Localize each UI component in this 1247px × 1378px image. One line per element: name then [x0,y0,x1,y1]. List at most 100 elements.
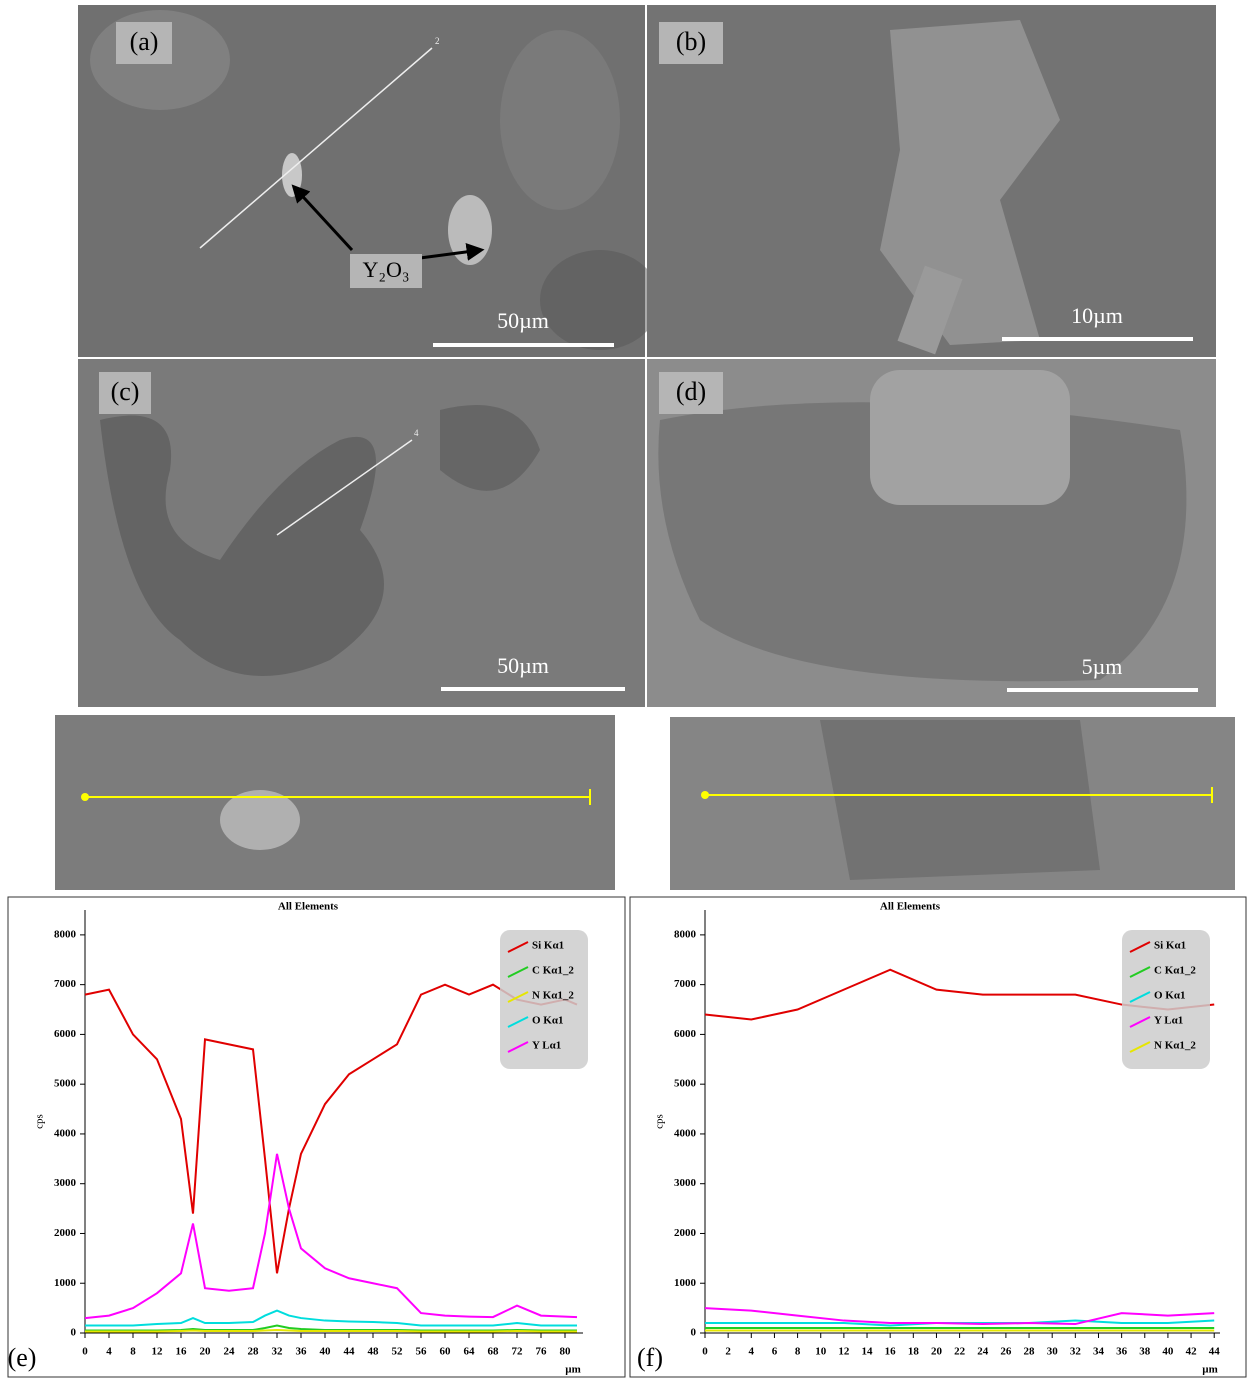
x-tick-label: 8 [795,1346,801,1358]
y-axis-label: cps [34,1114,46,1129]
legend-label: Y Lα1 [532,1040,561,1052]
page: (a) (b) (c) (d) 50µm 10µm 50µm 5µm Y₂O₃ … [0,0,1247,1378]
texture [820,720,1100,880]
x-tick-label: 34 [1093,1346,1105,1358]
x-tick-label: 80 [560,1346,572,1358]
x-tick-label: 72 [512,1346,524,1358]
x-tick-label: 2 [725,1346,731,1358]
x-tick-label: 40 [320,1346,332,1358]
scale-label: 50µm [497,308,549,333]
panel-label: (f) [637,1343,663,1372]
y-tick-label: 4000 [674,1127,697,1139]
x-tick-label: 6 [772,1346,778,1358]
scale-label: 5µm [1082,654,1123,679]
y-tick-label: 2000 [674,1227,697,1239]
y-tick-label: 4000 [54,1127,77,1139]
legend-label: N Kα1_2 [532,990,574,1002]
y-tick-label: 3000 [674,1177,697,1189]
legend-label: N Kα1_2 [1154,1040,1196,1052]
x-tick-label: 20 [931,1346,943,1358]
x-tick-label: 28 [248,1346,260,1358]
x-tick-label: 36 [1116,1346,1128,1358]
x-tick-label: 8 [130,1346,136,1358]
y-tick-label: 6000 [54,1028,77,1040]
data-line [85,1154,577,1318]
chart-title: All Elements [880,901,941,913]
scale-label: 50µm [497,653,549,678]
x-tick-label: 30 [1047,1346,1059,1358]
figure: (a) (b) (c) (d) 50µm 10µm 50µm 5µm Y₂O₃ … [0,0,1247,1378]
x-axis-label: µm [1202,1364,1218,1376]
scan-start [81,793,89,801]
x-tick-label: 42 [1186,1346,1198,1358]
x-tick-label: 52 [392,1346,404,1358]
scan-start [701,791,709,799]
x-tick-label: 14 [862,1346,874,1358]
legend-label: O Kα1 [1154,990,1186,1002]
line-label: 2 [435,36,440,46]
x-tick-label: 22 [954,1346,966,1358]
y-tick-label: 2000 [54,1227,77,1239]
texture [220,790,300,850]
x-tick-label: 40 [1162,1346,1174,1358]
x-tick-label: 68 [488,1346,500,1358]
x-tick-label: 4 [106,1346,112,1358]
texture [500,30,620,210]
y-tick-label: 1000 [54,1277,77,1289]
panel-label: (d) [676,377,706,406]
y-tick-label: 0 [691,1327,697,1339]
legend-label: C Kα1_2 [532,965,574,977]
legend-label: C Kα1_2 [1154,965,1196,977]
legend-label: Y Lα1 [1154,1015,1183,1027]
x-tick-label: 76 [536,1346,548,1358]
y-tick-label: 0 [71,1327,77,1339]
x-tick-label: 56 [416,1346,428,1358]
y-tick-label: 8000 [674,928,697,940]
panel-label: (a) [130,27,159,56]
line-label: 4 [414,428,419,438]
x-tick-label: 44 [1209,1346,1221,1358]
texture [870,370,1070,505]
annotation: Y₂O₃ [362,257,409,282]
x-tick-label: 32 [1070,1346,1082,1358]
sem-images [55,5,1235,890]
x-axis-label: µm [565,1364,581,1376]
x-tick-label: 44 [344,1346,356,1358]
y-tick-label: 1000 [674,1277,697,1289]
x-tick-label: 0 [82,1346,88,1358]
x-tick-label: 38 [1139,1346,1151,1358]
chart-title: All Elements [278,901,339,913]
x-tick-label: 10 [815,1346,827,1358]
x-tick-label: 20 [200,1346,212,1358]
scale-label: 10µm [1071,303,1123,328]
y-axis-label: cps [654,1114,666,1129]
x-tick-label: 36 [296,1346,308,1358]
y-tick-label: 8000 [54,928,77,940]
x-tick-label: 32 [272,1346,284,1358]
x-tick-label: 16 [885,1346,897,1358]
data-line [705,1308,1214,1324]
x-tick-label: 48 [368,1346,380,1358]
y-tick-label: 5000 [54,1078,77,1090]
x-tick-label: 12 [152,1346,164,1358]
x-tick-label: 24 [224,1346,236,1358]
x-tick-label: 64 [464,1346,476,1358]
y-tick-label: 6000 [674,1028,697,1040]
y-tick-label: 5000 [674,1078,697,1090]
x-tick-label: 0 [702,1346,708,1358]
x-tick-label: 4 [749,1346,755,1358]
panel-label: (c) [111,377,140,406]
x-tick-label: 26 [1000,1346,1012,1358]
legend-label: Si Kα1 [1154,940,1186,952]
y-tick-label: 7000 [54,978,77,990]
legend-label: O Kα1 [532,1015,564,1027]
strip-left [55,715,615,890]
panel-label: (b) [676,27,706,56]
x-tick-label: 16 [176,1346,188,1358]
x-tick-label: 12 [838,1346,850,1358]
y-tick-label: 7000 [674,978,697,990]
x-tick-label: 28 [1024,1346,1036,1358]
x-tick-label: 60 [440,1346,452,1358]
data-line [85,1326,577,1331]
panel-label: (e) [8,1343,37,1372]
